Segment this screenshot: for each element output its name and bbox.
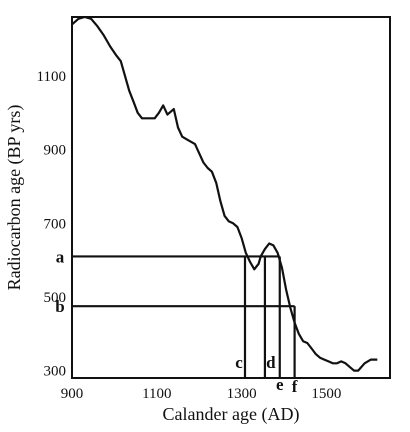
reference-lines: [72, 255, 296, 378]
x-axis-ticks: 900 1100 1300 1500: [61, 386, 342, 402]
y-axis-ticks: 1100 900 700 500 300: [37, 69, 66, 380]
x-tick-label: 900: [61, 386, 84, 402]
y-tick-label: 500: [44, 290, 67, 306]
calibration-curve-line: [71, 15, 378, 372]
plot-frame: [71, 16, 391, 379]
marker-label-f: f: [292, 377, 298, 396]
marker-label-e: e: [276, 375, 284, 394]
reference-label-b: b: [55, 297, 64, 316]
x-axis-title: Calander age (AD): [163, 404, 300, 425]
y-tick-label: 1100: [37, 69, 66, 85]
x-tick-label: 1100: [142, 386, 171, 402]
marker-label-c: c: [235, 353, 243, 372]
marker-labels: a b c de f: [55, 247, 297, 396]
y-tick-label: 700: [44, 216, 67, 232]
y-tick-label: 300: [44, 364, 67, 380]
y-axis-title: Radiocarbon age (BP yrs): [4, 105, 25, 291]
x-tick-label: 1300: [227, 386, 257, 402]
reference-label-a: a: [56, 247, 65, 266]
x-tick-label: 1500: [311, 386, 341, 402]
y-tick-label: 900: [44, 143, 67, 159]
marker-label-d: d: [266, 353, 276, 372]
